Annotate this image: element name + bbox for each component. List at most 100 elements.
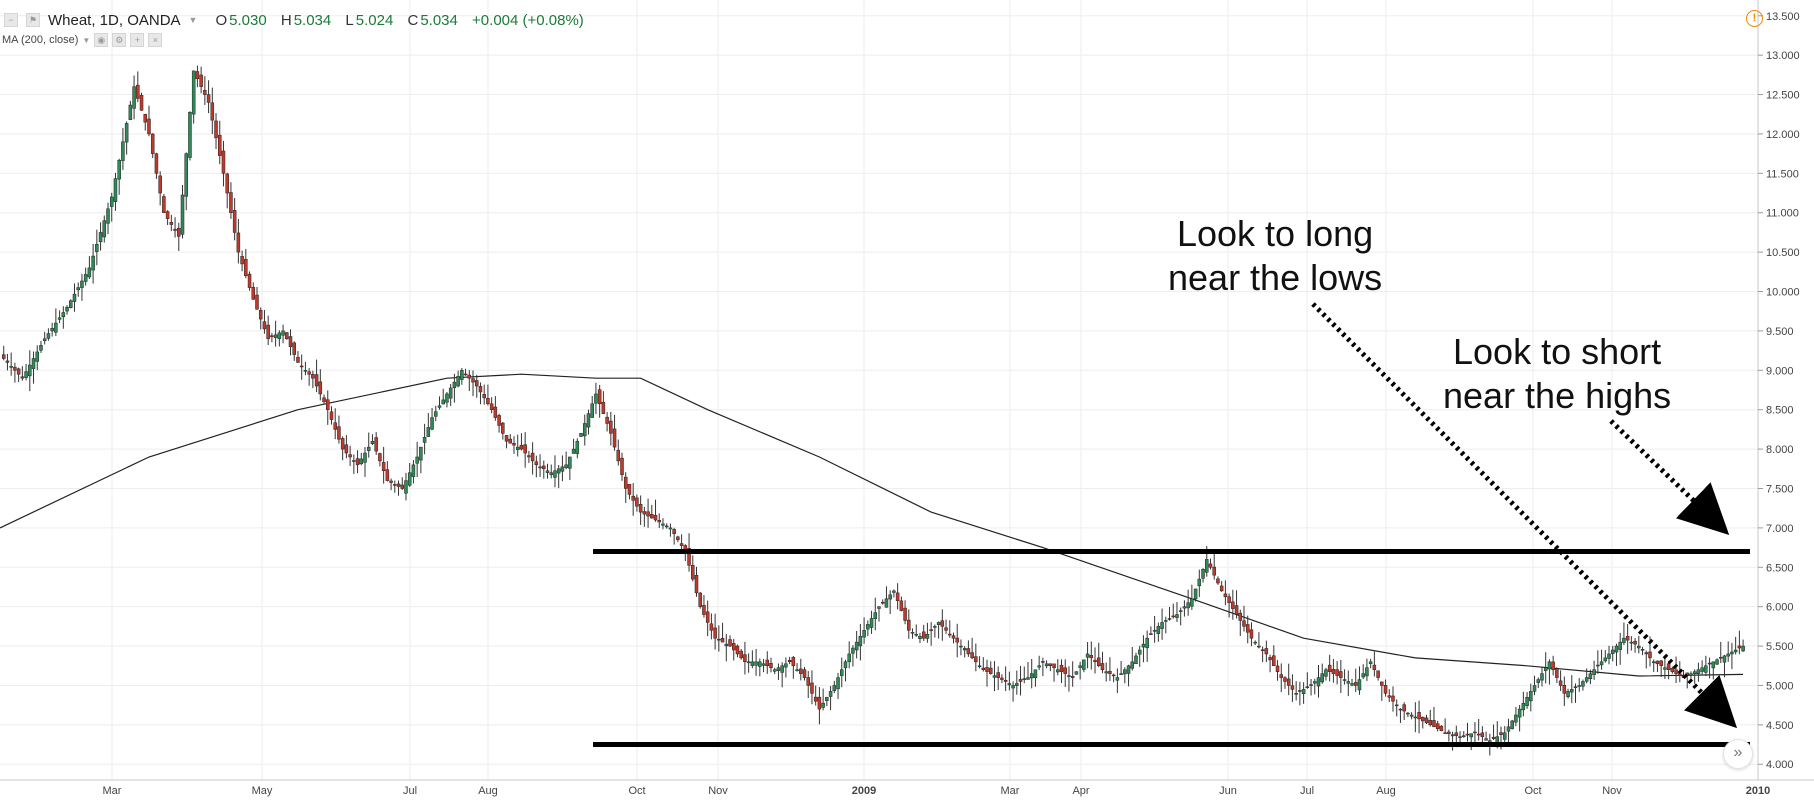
candle-body (1674, 669, 1678, 674)
candle-body (61, 312, 66, 318)
candle-body (1573, 686, 1578, 688)
candle-body (1696, 669, 1701, 675)
candle-body (1238, 612, 1243, 621)
candle-body (754, 661, 758, 666)
candle-body (445, 393, 449, 403)
candle-body (1502, 732, 1507, 740)
candle-body (627, 483, 632, 495)
candle-body (1, 354, 6, 359)
candle-body (1417, 712, 1421, 720)
candle-body (1543, 667, 1548, 671)
candle-body (806, 677, 810, 686)
candle-body (795, 669, 799, 671)
chevron-down-icon[interactable]: ▼ (188, 15, 198, 25)
candle-body (1175, 614, 1179, 618)
candle-body (1666, 663, 1671, 670)
scroll-to-realtime-icon[interactable]: » (1723, 739, 1753, 769)
candle-body (1320, 673, 1324, 683)
indicator-label[interactable]: MA (200, close) (2, 34, 79, 46)
candle-body (948, 633, 952, 636)
price-tick-label: 8.500 (1766, 405, 1794, 417)
candle-body (1435, 723, 1440, 730)
candle-body (1707, 662, 1712, 665)
flag-icon[interactable]: ⚑ (26, 13, 40, 27)
candle-body (1022, 678, 1027, 680)
candle-body (1663, 667, 1667, 670)
candle-body (955, 637, 959, 643)
candle-body (326, 399, 330, 410)
candle-body (1063, 667, 1067, 674)
candle-body (679, 543, 684, 546)
candle-body (1167, 618, 1172, 620)
candle-body (676, 536, 680, 540)
symbol-label[interactable]: Wheat, 1D, OANDA (48, 11, 181, 29)
price-tick-label: 11.500 (1766, 168, 1799, 180)
candle-body (1171, 615, 1175, 618)
candle-body (631, 495, 635, 501)
candle-body (1298, 690, 1302, 692)
candle-body (1380, 681, 1384, 686)
candle-body (203, 90, 207, 95)
candle-body (780, 665, 784, 673)
candle-body (560, 466, 565, 472)
candle-body (866, 624, 870, 630)
time-tick-label: Apr (1072, 785, 1089, 797)
candle-body (1126, 665, 1131, 674)
candle-body (352, 460, 356, 462)
candle-body (1100, 663, 1105, 670)
candle-body (1137, 649, 1142, 655)
candle-body (1607, 653, 1611, 659)
candle-body (1245, 624, 1250, 633)
candle-body (515, 446, 520, 450)
close-icon[interactable]: × (148, 33, 163, 47)
candle-body (985, 667, 989, 672)
candle-body (255, 294, 259, 310)
gear-icon[interactable]: ⚙ (112, 33, 127, 47)
candle-body (1640, 649, 1645, 651)
price-axis[interactable]: 13.500 13.000 12.500 12.000 11.500 11.000 10.5… (1757, 0, 1814, 780)
price-tick-label: 7.000 (1766, 523, 1794, 535)
candle-body (549, 472, 553, 475)
candle-body (426, 427, 431, 437)
time-axis[interactable]: Mar May Jul Aug Oct Nov 2009 Mar Apr Jun Jul Aug Oct… (0, 779, 1814, 802)
candle-body (802, 669, 807, 678)
candle-body (1462, 735, 1466, 738)
price-tick-label: 6.000 (1766, 602, 1794, 614)
warning-icon[interactable]: ! (1746, 10, 1763, 27)
candle-body (430, 417, 434, 430)
time-tick-label: Mar (1001, 785, 1020, 797)
candle-body (1052, 663, 1056, 668)
candle-body (318, 381, 323, 395)
candle-body (1190, 598, 1194, 607)
candle-body (206, 94, 211, 103)
candle-body (1570, 689, 1574, 693)
candle-body (493, 406, 498, 418)
candle-body (1253, 641, 1257, 644)
candle-body (225, 173, 229, 194)
candle-body (728, 639, 732, 647)
candle-body (1268, 657, 1272, 661)
eye-icon[interactable]: ◉ (94, 33, 109, 47)
candle-body (1469, 733, 1473, 738)
candle-body (374, 437, 378, 452)
candle-body (1704, 665, 1708, 673)
price-tick-label: 13.000 (1766, 50, 1800, 62)
candle-body (851, 647, 855, 654)
collapse-icon[interactable]: − (4, 13, 18, 27)
candle-body (542, 465, 546, 470)
chevron-down-icon[interactable]: ▼ (82, 35, 91, 45)
candle-body (1301, 689, 1306, 695)
candle-body (664, 525, 669, 528)
price-tick-label: 4.000 (1766, 759, 1794, 771)
add-icon[interactable]: + (130, 33, 145, 47)
candle-body (944, 627, 948, 631)
candle-body (1205, 559, 1209, 573)
candle-body (1216, 578, 1220, 584)
candle-body (80, 280, 84, 288)
candle-body (1331, 669, 1336, 674)
candle-body (1592, 669, 1596, 675)
candle-body (1383, 685, 1388, 694)
candle-body (1618, 641, 1622, 650)
candle-body (921, 631, 926, 639)
